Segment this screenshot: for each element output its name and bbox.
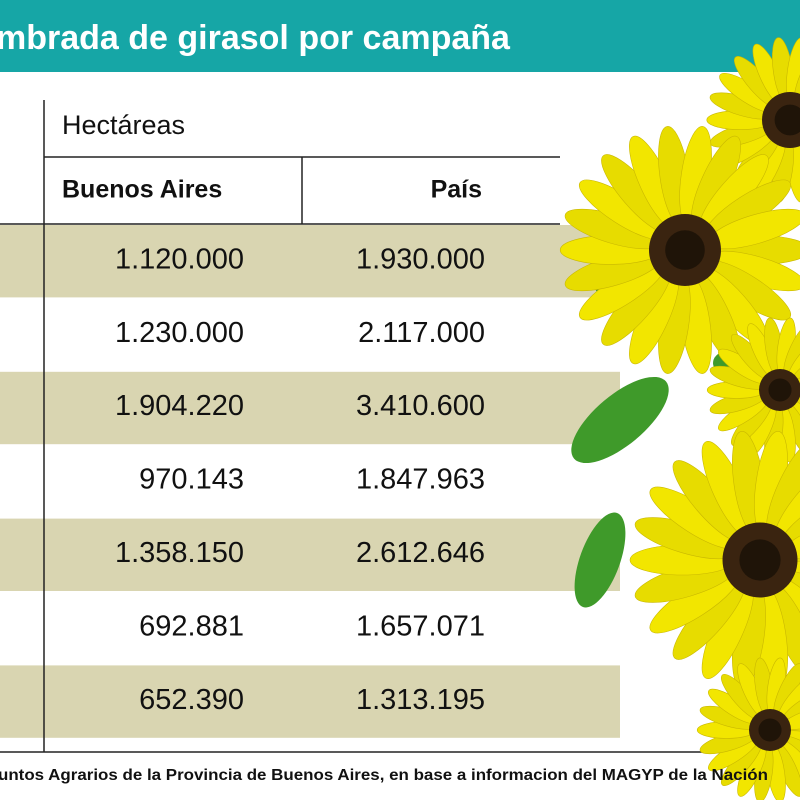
leaf <box>574 512 626 608</box>
source-note: untos Agrarios de la Provincia de Buenos… <box>0 767 768 784</box>
row-stripe <box>0 665 620 738</box>
cell: 652.390 <box>139 684 244 716</box>
group-header: Hectáreas <box>62 110 185 140</box>
cell: 2.117.000 <box>358 317 485 349</box>
cell: 3.410.600 <box>356 390 485 422</box>
cell: 1.230.000 <box>115 317 244 349</box>
row-stripes <box>0 225 620 738</box>
cell: 970.143 <box>139 464 244 496</box>
column-header: País <box>431 176 482 204</box>
flower-core <box>768 378 792 402</box>
cell: 1.904.220 <box>115 390 244 422</box>
table-body: 1.120.000 1.930.000 1.230.000 2.117.000 1.90… <box>115 243 485 715</box>
cell: 692.881 <box>139 610 244 642</box>
cell: 1.358.150 <box>115 537 244 569</box>
row-stripe <box>0 371 620 445</box>
cell: 1.847.963 <box>356 464 485 496</box>
flower-core <box>774 104 800 136</box>
header-bar <box>0 0 800 72</box>
column-header: Buenos Aires <box>62 176 222 204</box>
cell: 1.313.195 <box>356 684 485 716</box>
cell: 1.120.000 <box>115 243 244 275</box>
cell: 1.930.000 <box>356 243 485 275</box>
row-stripe <box>0 225 620 298</box>
cell: 2.612.646 <box>356 537 485 569</box>
title: mbrada de girasol por campaña <box>0 19 511 57</box>
leaf <box>571 376 669 464</box>
sunflower-decoration <box>559 37 800 800</box>
flower-core <box>758 718 782 742</box>
row-stripe <box>0 518 620 591</box>
flower-core <box>739 539 781 581</box>
flower-core <box>665 230 705 270</box>
cell: 1.657.071 <box>356 610 485 642</box>
